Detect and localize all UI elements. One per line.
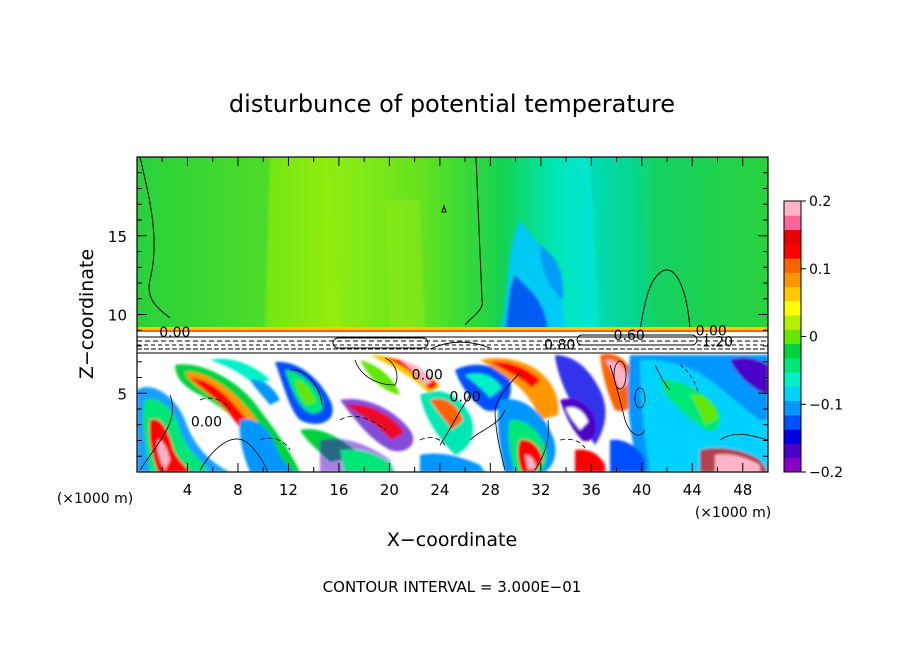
colorbar-swatch [784,343,801,359]
x-tick-label: 12 [279,481,298,499]
y-axis-label: Z−coordinate [76,249,98,379]
colorbar-swatch [784,457,801,473]
contour-interval-note: CONTOUR INTERVAL = 3.000E−01 [323,578,582,596]
upper-field [137,157,768,329]
contour-label: 0.60 [614,328,645,344]
colorbar-swatch [784,386,801,402]
colorbar-swatch [784,243,801,259]
contour-label: 0.80 [544,337,575,353]
x-axis: 4 8 12 16 20 24 28 32 36 40 44 48 [161,157,752,499]
transition-contours [137,334,768,354]
contour-label: 0.00 [450,389,481,405]
y-tick-label: 10 [108,307,127,325]
x-tick-label: 4 [183,481,193,499]
colorbar-tick-label: −0.1 [809,397,843,413]
colorbar-tick-label: −0.2 [809,465,843,481]
colorbar-tick-label: 0.1 [809,262,831,278]
x-tick-label: 40 [632,481,651,499]
x-tick-label: 32 [531,481,550,499]
colorbar-swatch [784,286,801,302]
chart-title: disturbunce of potential temperature [229,90,675,118]
y-axis: 5 10 15 [108,172,768,457]
contour-labels: 0.00 0.60 0.001.200.800.000.000.00 [159,323,733,430]
lower-contours [139,357,768,472]
y-tick-label: 15 [108,228,127,246]
x-unit-left: (×1000 m) [57,491,133,507]
colorbar-swatch [784,329,801,345]
x-tick-label: 28 [481,481,500,499]
colorbar-swatch [784,272,801,288]
colorbar-swatch [784,400,801,416]
x-tick-label: 24 [430,481,449,499]
x-axis-label: X−coordinate [387,529,517,551]
colorbar-swatch [784,372,801,387]
colorbar-swatch [784,300,801,316]
contour-label: 0.00 [696,323,727,339]
y-tick-label: 5 [117,385,127,403]
x-unit-right: (×1000 m) [695,505,771,521]
colorbar-tick-label: 0 [809,330,818,346]
colorbar-swatch [784,357,801,373]
colorbar-swatch [784,429,801,444]
colorbar-swatch [784,443,801,459]
colorbar-swatch [784,315,801,330]
contour-label: 1.20 [702,334,733,350]
colorbar-swatch [784,414,801,430]
x-tick-label: 20 [380,481,399,499]
colorbar-swatch [784,258,801,273]
x-tick-label: 8 [233,481,243,499]
x-tick-label: 16 [329,481,348,499]
x-tick-label: 44 [683,481,702,499]
contour-label: 0.00 [159,325,190,341]
colorbar-swatch [784,229,801,245]
plot-area: 0.00 0.60 0.001.200.800.000.000.00 [137,157,768,472]
upper-field-features [265,157,650,330]
turbulent-eddies [137,353,768,472]
colorbar: 0.2 0.1 0 −0.1 −0.2 [783,194,843,481]
colorbar-swatch [784,215,801,231]
colorbar-swatch [784,201,801,216]
x-tick-label: 36 [582,481,601,499]
contour-label: 0.00 [412,367,443,383]
contour-label: 0.00 [191,415,222,431]
x-tick-label: 48 [733,481,752,499]
colorbar-tick-label: 0.2 [809,194,831,210]
